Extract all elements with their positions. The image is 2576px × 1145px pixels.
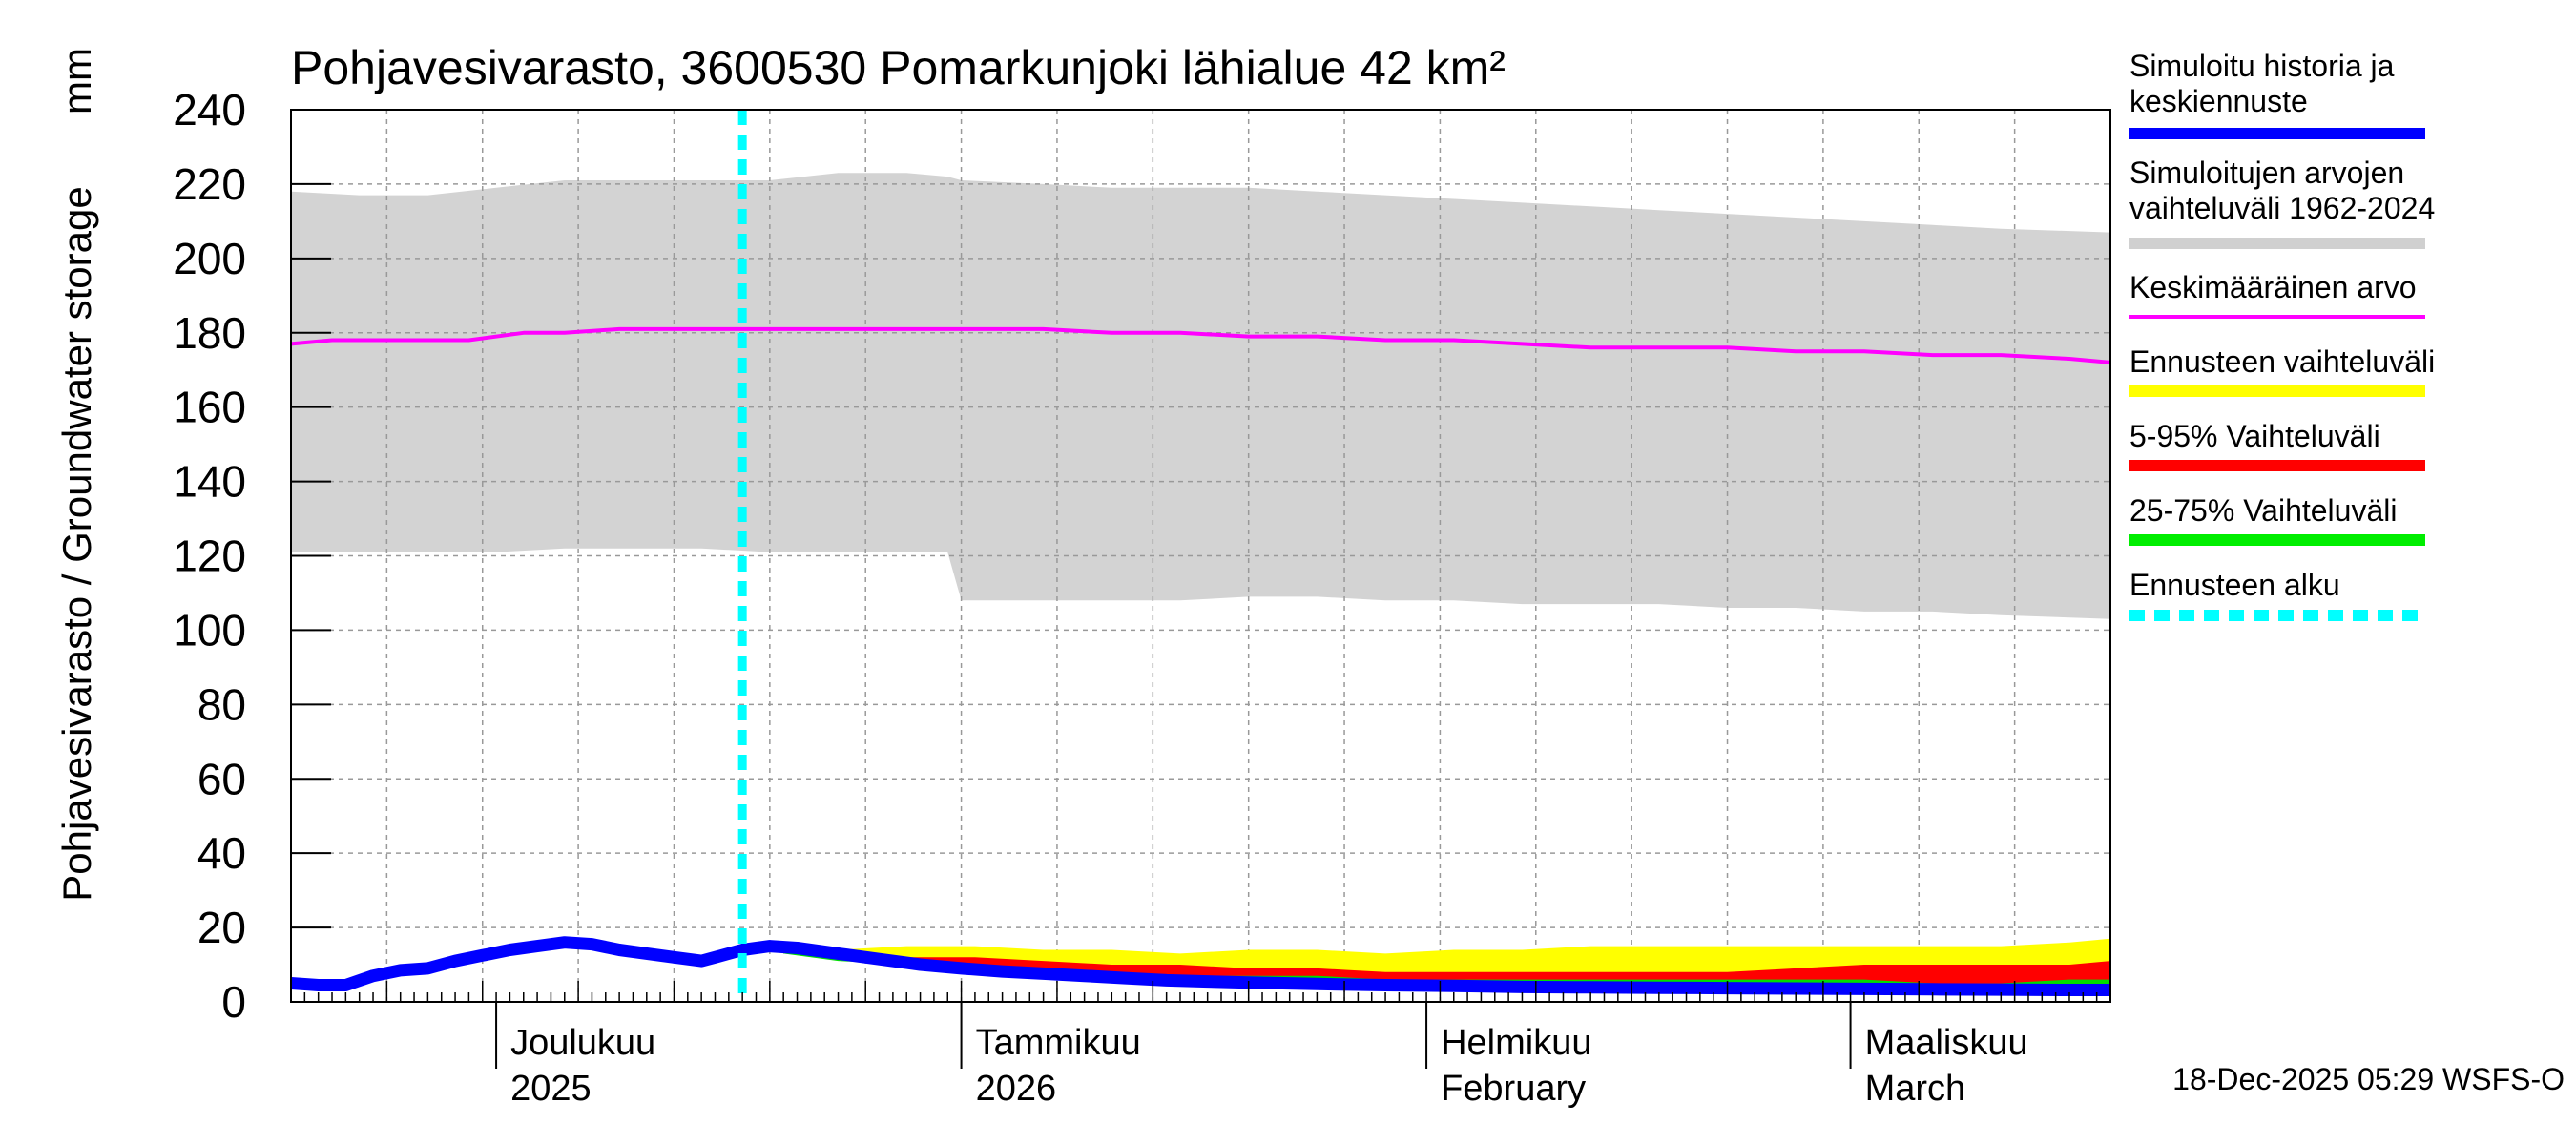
legend-label: Ennusteen vaihteluväli	[2129, 344, 2435, 379]
y-axis-label: Pohjavesivarasto / Groundwater storage	[54, 186, 99, 901]
month-year-label: 2025	[510, 1069, 592, 1109]
y-tick-label: 60	[197, 754, 246, 803]
footer-timestamp: 18-Dec-2025 05:29 WSFS-O	[2172, 1062, 2565, 1096]
y-axis-unit: mm	[54, 48, 99, 114]
month-year-label: February	[1441, 1069, 1586, 1109]
month-label: Helmikuu	[1441, 1023, 1591, 1063]
month-year-label: 2026	[976, 1069, 1057, 1109]
y-tick-label: 200	[173, 234, 246, 283]
axes: 0 20 40 60 80 100 120 140 160 180 200 220 240 Jouluku…	[173, 85, 2111, 1109]
month-label: Tammikuu	[976, 1023, 1141, 1063]
legend-label: Keskimääräinen arvo	[2129, 270, 2417, 304]
y-tick-label: 120	[173, 531, 246, 581]
legend-label-line2: keskiennuste	[2129, 84, 2308, 118]
month-label: Joulukuu	[510, 1023, 655, 1063]
median-line	[291, 936, 2110, 996]
mean-line	[291, 326, 2110, 364]
historical-range-band	[291, 173, 2110, 619]
y-tick-label: 20	[197, 903, 246, 952]
y-tick-label: 180	[173, 308, 246, 358]
y-tick-label: 100	[173, 605, 246, 655]
month-label: Maaliskuu	[1865, 1023, 2028, 1063]
month-year-label: March	[1865, 1069, 1966, 1109]
y-tick-label: 40	[197, 828, 246, 878]
legend-label-line2: vaihteluväli 1962-2024	[2129, 191, 2435, 225]
forecast-range-green	[783, 949, 2110, 991]
legend-label: Simuloitujen arvojen	[2129, 156, 2404, 190]
y-tick-label: 160	[173, 383, 246, 432]
legend-label: Ennusteen alku	[2129, 568, 2340, 602]
y-tick-label: 240	[173, 85, 246, 135]
chart-title: Pohjavesivarasto, 3600530 Pomarkunjoki l…	[291, 41, 1506, 94]
y-tick-label: 220	[173, 159, 246, 209]
y-tick-label: 0	[221, 977, 246, 1027]
legend-label: 25-75% Vaihteluväli	[2129, 493, 2397, 528]
plot-area	[291, 110, 2110, 1002]
y-tick-label: 140	[173, 457, 246, 507]
legend-label: Simuloitu historia ja	[2129, 49, 2395, 83]
y-tick-label: 80	[197, 679, 246, 729]
legend-label: 5-95% Vaihteluväli	[2129, 419, 2380, 453]
